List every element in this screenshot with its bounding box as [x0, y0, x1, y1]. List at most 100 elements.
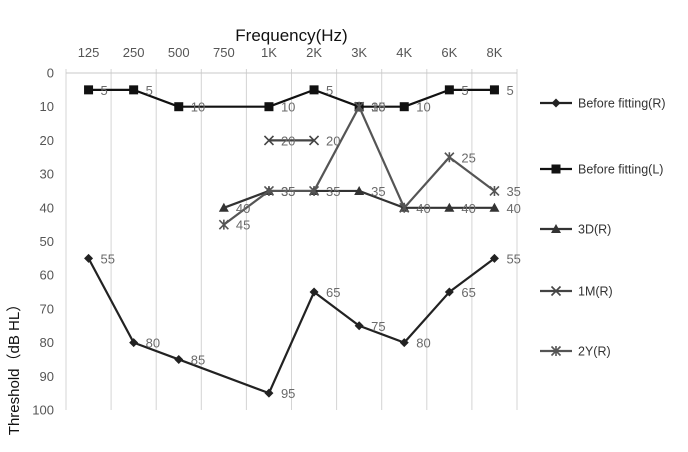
data-label: 85 — [191, 352, 205, 367]
data-label: 45 — [236, 218, 250, 233]
diamond-marker — [489, 253, 499, 263]
data-point — [174, 354, 184, 364]
diamond-marker — [551, 98, 561, 108]
y-tick-label: 20 — [40, 133, 54, 148]
data-label: 35 — [506, 184, 520, 199]
star-marker — [444, 152, 455, 163]
data-point — [309, 287, 319, 297]
star-marker — [263, 185, 275, 197]
triangle-marker — [354, 185, 365, 195]
diamond-marker — [354, 321, 364, 331]
data-label: 40 — [236, 201, 250, 216]
data-label: 20 — [326, 133, 340, 148]
data-label: 10 — [191, 100, 205, 115]
axis-layer: Frequency(Hz) 125 250 500 750 1K 2K 3K 4K 6K 8K 0 10… — [6, 26, 503, 435]
y-tick-label: 100 — [32, 403, 54, 418]
data-point — [174, 102, 184, 112]
data-label: 10 — [416, 100, 430, 115]
star-marker — [399, 202, 410, 213]
data-point — [218, 219, 229, 230]
y-tick-label: 60 — [40, 268, 54, 283]
diamond-marker — [399, 338, 409, 348]
series-1m-r — [263, 135, 320, 146]
legend: Before fitting(R) Before fitting(L) 3D(R) 1… — [540, 97, 666, 359]
data-label: 5 — [326, 83, 333, 98]
data-point — [84, 253, 94, 263]
legend-marker — [551, 98, 561, 108]
square-marker — [309, 85, 319, 95]
star-marker — [550, 345, 562, 357]
data-label: 55 — [101, 251, 115, 266]
legend-item: 2Y(R) — [540, 345, 611, 359]
data-label: 80 — [146, 336, 160, 351]
data-label: 40 — [416, 201, 430, 216]
grid — [65, 69, 518, 410]
x-tick-label: 750 — [213, 45, 235, 60]
legend-marker — [551, 224, 561, 233]
diamond-marker — [444, 287, 454, 297]
data-label: 5 — [146, 83, 153, 98]
legend-marker — [550, 345, 562, 357]
square-marker — [174, 102, 184, 112]
x-tick-label: 6K — [441, 45, 457, 60]
y-tick-label: 70 — [40, 301, 54, 316]
data-point — [399, 338, 409, 348]
data-label: 25 — [461, 150, 475, 165]
y-axis-title: Threshold（dB HL） — [6, 297, 23, 435]
y-tick-label: 30 — [40, 167, 54, 182]
data-point — [218, 202, 229, 212]
data-point — [444, 287, 454, 297]
data-point — [444, 202, 455, 212]
data-label: 5 — [101, 83, 108, 98]
data-point — [489, 253, 499, 263]
data-label: 35 — [371, 184, 385, 199]
data-label: 5 — [461, 83, 468, 98]
data-label: 35 — [281, 184, 295, 199]
triangle-marker — [218, 202, 229, 212]
data-label: 35 — [281, 184, 295, 199]
legend-label: 2Y(R) — [578, 345, 611, 359]
data-point — [264, 388, 274, 398]
y-tick-label: 0 — [47, 66, 54, 81]
data-label: 5 — [506, 83, 513, 98]
data-point — [354, 101, 365, 112]
x-tick-label: 2K — [306, 45, 322, 60]
series-3d-r — [218, 185, 500, 212]
square-marker — [84, 85, 94, 95]
series-layer — [84, 85, 500, 398]
data-label: 20 — [281, 133, 295, 148]
data-point — [489, 185, 500, 197]
data-label: 40 — [506, 201, 520, 216]
data-point — [444, 152, 455, 163]
data-label: 35 — [371, 100, 385, 115]
y-tick-label: 80 — [40, 335, 54, 350]
square-marker — [129, 85, 139, 95]
diamond-marker — [174, 354, 184, 364]
data-label: 10 — [281, 100, 295, 115]
triangle-marker — [489, 202, 500, 212]
data-point — [308, 185, 320, 197]
legend-item: Before fitting(L) — [540, 163, 663, 177]
y-tick-label: 40 — [40, 200, 54, 215]
x-marker — [308, 135, 320, 146]
data-label: 40 — [461, 201, 475, 216]
square-marker — [551, 164, 561, 174]
data-point — [444, 85, 454, 95]
legend-item: Before fitting(R) — [540, 97, 666, 111]
data-label: 95 — [281, 386, 295, 401]
x-tick-label: 1K — [261, 45, 277, 60]
data-point — [399, 102, 409, 112]
x-tick-label: 500 — [168, 45, 190, 60]
square-marker — [444, 85, 454, 95]
star-marker — [489, 185, 500, 197]
x-marker — [263, 135, 275, 146]
series-2y-r — [218, 101, 500, 230]
data-point — [129, 338, 139, 348]
data-point — [489, 85, 499, 95]
diamond-marker — [264, 388, 274, 398]
diamond-marker — [84, 253, 94, 263]
legend-marker — [550, 285, 562, 297]
data-label: 75 — [371, 319, 385, 334]
